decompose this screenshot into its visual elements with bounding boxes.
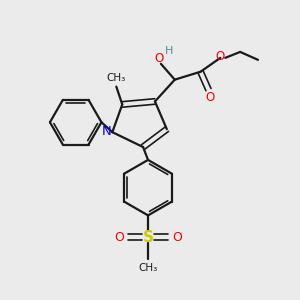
Text: O: O (206, 91, 215, 104)
Text: S: S (142, 230, 154, 245)
Text: O: O (216, 50, 225, 63)
Text: O: O (172, 231, 182, 244)
Text: CH₃: CH₃ (107, 73, 126, 83)
Text: N: N (101, 125, 111, 138)
Text: H: H (165, 46, 173, 56)
Text: O: O (154, 52, 164, 65)
Text: O: O (114, 231, 124, 244)
Text: CH₃: CH₃ (138, 263, 158, 273)
